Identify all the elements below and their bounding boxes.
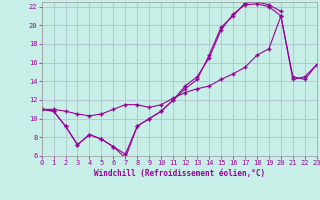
X-axis label: Windchill (Refroidissement éolien,°C): Windchill (Refroidissement éolien,°C) (94, 169, 265, 178)
